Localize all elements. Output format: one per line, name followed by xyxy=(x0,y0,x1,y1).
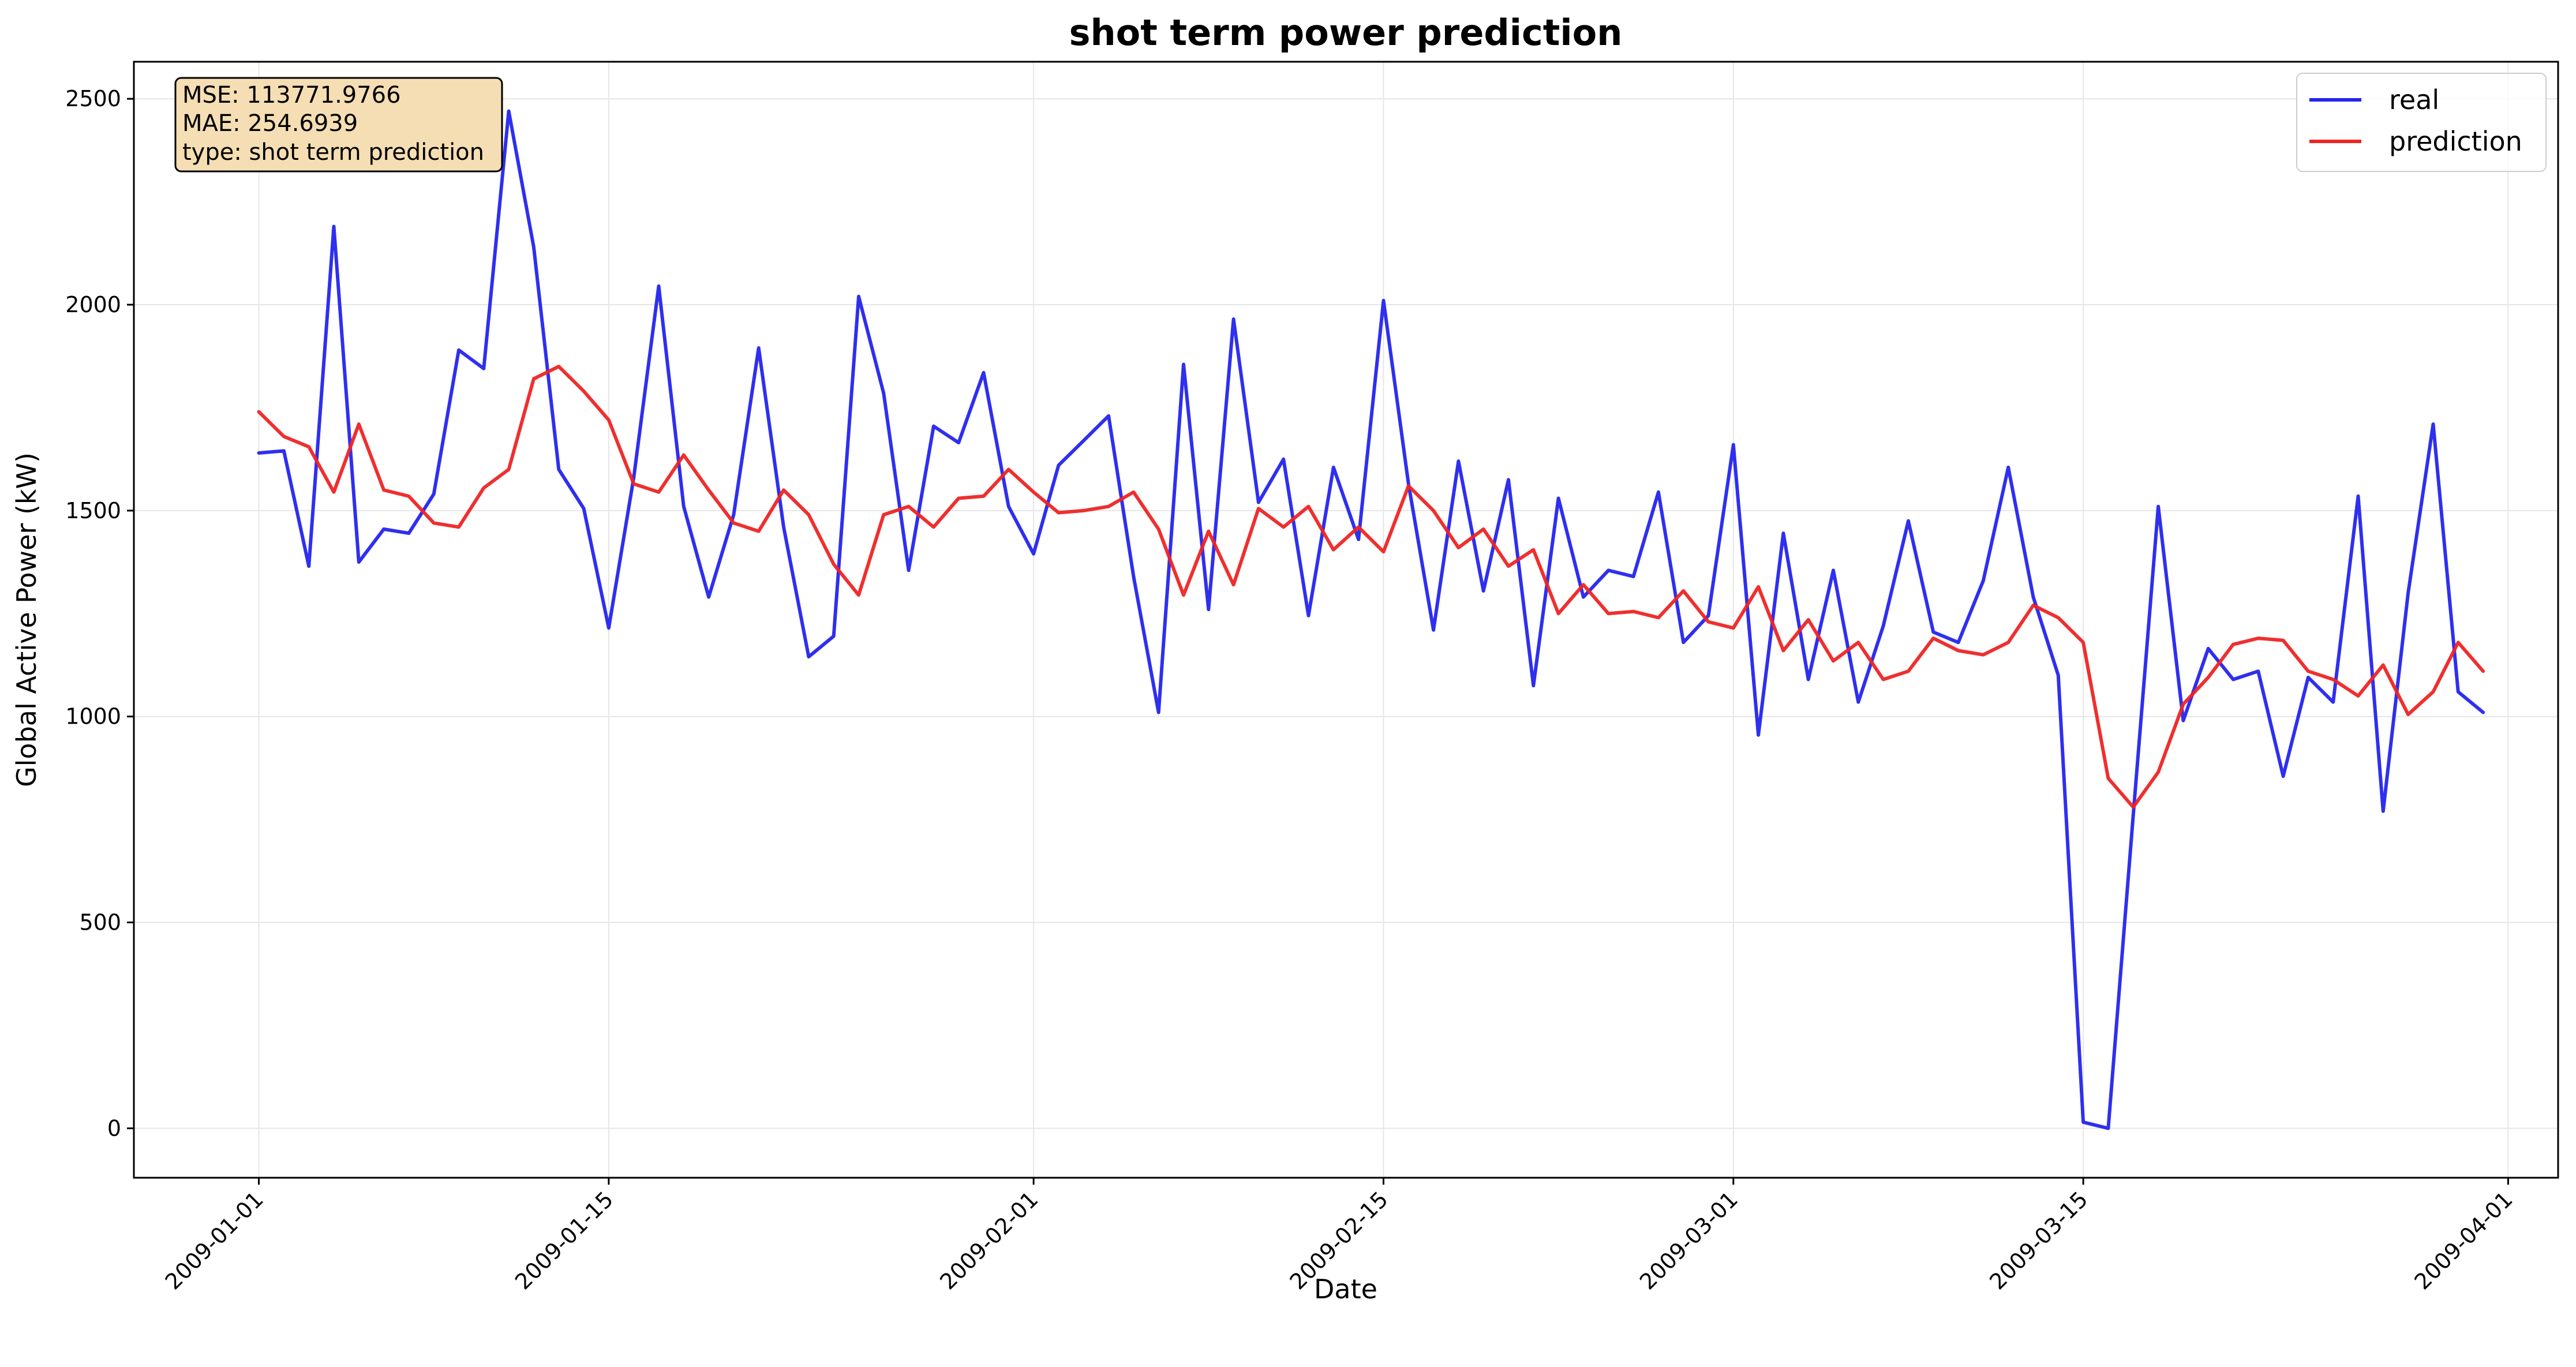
stats-mae: MAE: 254.6939 xyxy=(182,110,358,137)
plot-frame xyxy=(133,61,2559,1179)
chart-title: shot term power prediction xyxy=(1069,12,1623,54)
y-tick-label: 1500 xyxy=(65,498,121,523)
y-tick-label: 1000 xyxy=(65,704,121,729)
y-tick-label: 0 xyxy=(107,1115,121,1141)
stats-box: MSE: 113771.9766 MAE: 254.6939 type: sho… xyxy=(174,77,503,173)
stats-mse: MSE: 113771.9766 xyxy=(182,82,401,108)
x-axis-title: Date xyxy=(1314,1274,1377,1305)
legend: real prediction xyxy=(2296,73,2547,172)
stats-type: type: shot term prediction xyxy=(182,139,484,166)
legend-label-prediction: prediction xyxy=(2389,126,2522,157)
series-line-prediction xyxy=(257,365,2485,809)
y-tick-label: 500 xyxy=(79,910,121,935)
y-tick-label: 2500 xyxy=(65,86,121,111)
stats-box-background xyxy=(174,77,503,173)
y-axis-title: Global Active Power (kW) xyxy=(11,452,42,787)
series-line-real xyxy=(257,109,2485,1130)
series-lines xyxy=(257,109,2485,1130)
y-tick-label: 2000 xyxy=(65,292,121,317)
grid-lines xyxy=(134,62,2558,1178)
legend-box xyxy=(2296,73,2547,172)
legend-label-real: real xyxy=(2389,84,2439,115)
